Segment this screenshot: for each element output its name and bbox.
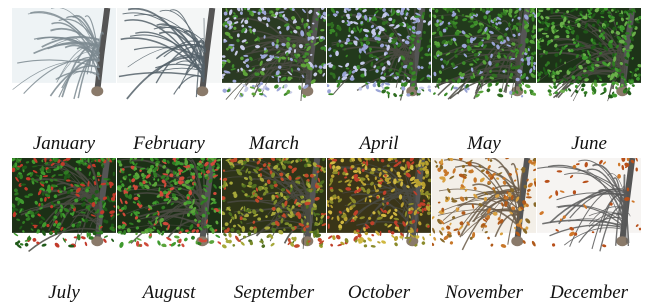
panel-image [430,156,538,262]
panel-image [115,155,223,262]
panel-label: March [248,133,299,154]
trunk-base [301,86,313,96]
panel-label: January [33,133,96,154]
page: {"figure": {"panels": [ {"label": "Janua… [0,0,653,302]
panel-image [12,8,116,112]
panel-label: September [234,282,315,302]
leaf [187,213,190,217]
panel-label: August [141,282,197,302]
leaf [255,45,260,48]
panel-label: November [444,282,524,302]
trunk-base [196,86,208,96]
leaf [592,66,595,70]
panel-image [9,155,118,262]
leaf [401,62,404,65]
panel-image [430,5,539,112]
leaf [427,193,431,195]
panel-image [219,155,328,262]
leaf [47,169,51,173]
panel-image [326,5,434,112]
leaf [521,167,525,173]
figure: January February March April May June July Augu… [0,0,653,302]
leaf [625,32,630,35]
trunk-base [91,86,103,96]
panel-label: April [357,133,398,154]
panel-label: May [466,133,501,154]
panel-image [117,8,221,112]
panel-label: February [132,133,205,154]
panel-image [534,5,642,112]
panel-label: October [348,282,411,302]
leaf [223,169,225,171]
panel-image [325,155,432,262]
panel-label: December [549,282,629,302]
panel-image [537,156,641,262]
leaf [469,63,473,65]
trunk-base [511,236,523,246]
panel-label: July [48,282,80,302]
leaf [555,35,560,38]
panel-image [219,5,329,112]
panel-label: June [571,133,607,154]
